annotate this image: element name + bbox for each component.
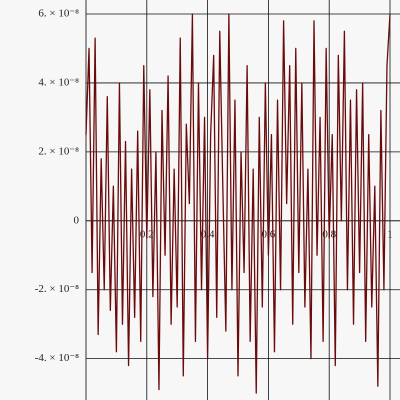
data-line [85, 13, 391, 394]
y-tick-label: 0 [74, 214, 80, 226]
y-tick-label: 2. × 10⁻⁸ [38, 145, 79, 157]
y-tick-label: 4. × 10⁻⁸ [38, 76, 79, 88]
x-tick-label: 0.4 [201, 228, 215, 240]
x-tick-label: 1 [387, 228, 393, 240]
y-tick-label: 6. × 10⁻⁸ [38, 8, 79, 20]
y-tick-label: -2. × 10⁻⁸ [35, 283, 79, 295]
y-tick-label: -4. × 10⁻⁸ [35, 352, 79, 364]
